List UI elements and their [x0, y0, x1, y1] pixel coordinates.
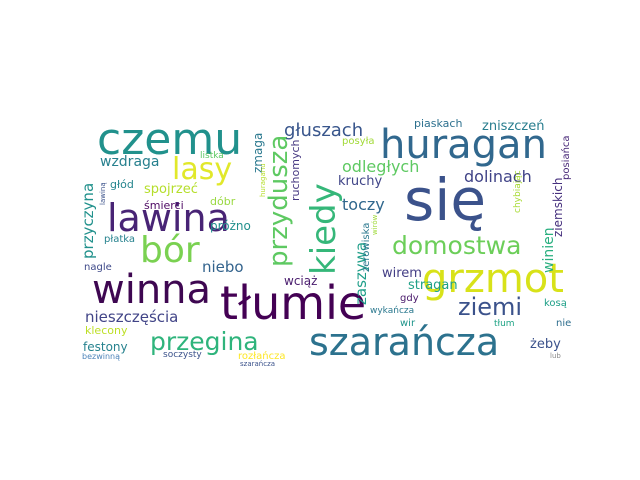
word-toczy: toczy [342, 195, 385, 214]
word-lasy: lasy [172, 152, 233, 187]
word-ziemskich: ziemskich [551, 177, 565, 237]
word-huraganu: huraganu [259, 163, 267, 197]
word-przegina: przegina [150, 327, 259, 356]
word-prozno: próżno [210, 219, 251, 233]
word-nagle: nagle [84, 262, 112, 273]
word-listka: listka [200, 151, 224, 161]
word-festony: festony [83, 340, 128, 354]
word-tlum: tłum [494, 319, 515, 329]
word-dobr: dóbr [210, 195, 236, 208]
word-wirem: wirem [382, 266, 422, 281]
word-spojrzec: spojrzeć [144, 182, 198, 197]
word-gluszach: głuszach [284, 120, 364, 141]
word-kosa: kosą [544, 298, 567, 309]
word-sie: się [404, 166, 487, 234]
word-huragan: huragan [380, 122, 547, 168]
word-dolinach: dolinach [464, 167, 532, 186]
word-zniszczen: zniszczeń [482, 119, 545, 134]
word-gdy: gdy [400, 293, 419, 304]
word-wirow: wirów [371, 214, 379, 235]
word-grzmot: grzmot [422, 256, 564, 302]
word-nieszczescia: nieszczęścia [85, 308, 179, 326]
word-stragan: stragan [408, 278, 458, 293]
word-ruchomych: ruchomych [289, 139, 302, 202]
word-odleglych: odległych [342, 157, 420, 176]
word-szarancza-small: szarańcza [240, 360, 276, 368]
word-wir: wir [400, 318, 416, 329]
word-roztancza: rozłańcza [238, 351, 286, 362]
word-wciaz: wciąż [284, 274, 318, 288]
word-piaskach: piaskach [414, 117, 463, 130]
word-lawina: lawina [107, 196, 230, 240]
word-szarancza: szarańcza [309, 320, 500, 364]
word-soczysty: soczysty [163, 350, 202, 360]
word-tlumie: tłumie [220, 276, 367, 330]
word-lawina-small: lawiną [99, 182, 107, 205]
word-chybiajac: chybiając [513, 170, 523, 213]
word-wykancza: wykańcza [370, 306, 415, 316]
word-smierci: śmierci [144, 199, 184, 212]
word-posyla: posyła [342, 136, 375, 147]
word-niebo: niebo [202, 258, 244, 276]
word-bor: bór [140, 230, 200, 271]
word-nie: nie [556, 318, 572, 329]
word-kruchy: kruchy [338, 174, 383, 189]
word-lub: lub [550, 352, 561, 360]
word-winna: winna [92, 267, 212, 313]
word-kiedy: kiedy [304, 183, 344, 275]
word-czemu: czemu [97, 114, 243, 165]
word-domostwa: domostwa [392, 231, 522, 260]
word-ziemi: ziemi [458, 293, 523, 321]
word-platka: płatka [104, 234, 135, 245]
wordcloud: się tłumie szarańcza czemu huragan lawin… [79, 114, 577, 368]
word-przyczyna: przyczyna [79, 182, 97, 259]
word-klecony: klecony [85, 324, 128, 337]
word-wzdraga: wzdraga [100, 154, 160, 170]
word-zeby: żeby [530, 337, 561, 352]
word-bezwinna: bezwinną [82, 352, 121, 361]
word-glod: głód [110, 178, 134, 191]
word-posianca: posiańca [561, 135, 572, 180]
